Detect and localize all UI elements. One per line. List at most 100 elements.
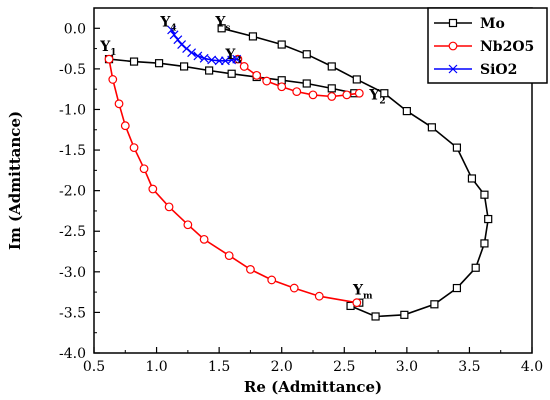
data-point (169, 30, 179, 40)
y-tick-label: -1.5 (59, 143, 86, 159)
y-tick-label: 0.0 (64, 21, 86, 37)
data-point (452, 283, 462, 293)
data-point (114, 99, 124, 109)
series-layer (104, 24, 493, 321)
annotation-label: Y3 (224, 47, 241, 66)
series-3 (233, 54, 364, 101)
data-point (327, 84, 336, 93)
legend-label: Nb2O5 (480, 39, 534, 55)
annotation-label: Ym (352, 283, 373, 302)
data-point (180, 62, 189, 71)
data-point (148, 184, 158, 194)
data-point (314, 291, 324, 301)
data-point (327, 92, 337, 101)
y-tick-label: -4.0 (59, 346, 86, 362)
data-point (224, 251, 234, 260)
data-point (205, 66, 214, 75)
data-point (402, 106, 411, 116)
annotation-label: Y2 (368, 88, 385, 107)
data-point (352, 298, 362, 308)
data-point (352, 75, 361, 84)
y-tick-label: -0.5 (59, 62, 86, 78)
x-axis-label: Re (Admittance) (244, 378, 382, 396)
x-tick-label: 3.0 (396, 359, 418, 375)
data-point (427, 123, 436, 132)
data-point (471, 263, 480, 272)
data-point (308, 90, 318, 100)
y-tick-label: -1.0 (59, 102, 86, 118)
data-point (239, 62, 249, 71)
y-axis-label: Im (Admittance) (6, 111, 24, 250)
legend-entry: SiO2 (434, 62, 517, 78)
data-point (480, 239, 489, 248)
annotation-label: Ys (214, 15, 230, 34)
data-point (452, 143, 462, 152)
data-point (183, 220, 193, 230)
data-point (327, 62, 336, 71)
x-tick-label: 3.5 (458, 359, 480, 375)
data-point (182, 44, 192, 54)
data-point (302, 50, 311, 59)
data-point (207, 55, 217, 65)
x-tick-label: 4.0 (521, 359, 543, 375)
data-point (354, 88, 364, 98)
data-point (177, 40, 187, 49)
y-tick-label: -3.5 (59, 305, 86, 321)
data-point (380, 89, 389, 98)
data-point (277, 40, 286, 49)
data-point (167, 25, 177, 35)
x-tick-label: 0.5 (83, 359, 105, 375)
data-point (217, 24, 226, 33)
data-point (277, 82, 287, 92)
data-point (267, 275, 277, 285)
legend-entry: Nb2O5 (434, 39, 534, 55)
legend: Mo Nb2O5 SiO2 (427, 7, 548, 84)
data-point (120, 121, 130, 131)
x-tick-label: 1.0 (145, 359, 167, 375)
y-tick-label: -2.0 (59, 184, 86, 200)
data-point (108, 75, 118, 84)
data-point (480, 190, 489, 199)
legend-label: Mo (480, 16, 505, 32)
x-tick-label: 1.5 (208, 359, 230, 375)
data-point (214, 56, 224, 66)
legend-marker (448, 41, 458, 51)
data-point (164, 202, 174, 212)
series-line (108, 58, 357, 304)
data-point (292, 87, 302, 97)
legend-marker (448, 64, 458, 74)
data-point (262, 76, 272, 86)
annotation-label: Y1 (99, 39, 116, 58)
legend-marker (448, 18, 458, 28)
data-point (342, 90, 352, 100)
data-point (430, 300, 439, 309)
legend-entry: Mo (434, 16, 505, 32)
data-point (246, 264, 255, 274)
series-0 (217, 24, 493, 321)
data-point (199, 53, 209, 63)
legend-label: SiO2 (480, 62, 517, 78)
annotation-label: Y4 (159, 15, 176, 34)
data-point (400, 310, 409, 319)
data-point (467, 174, 477, 183)
data-point (248, 32, 258, 41)
data-point (129, 57, 139, 66)
data-point (129, 143, 139, 153)
data-point (302, 79, 311, 88)
data-point (289, 283, 299, 293)
series-4 (167, 25, 242, 66)
data-point (371, 312, 380, 321)
y-tick-label: -2.5 (59, 224, 86, 240)
data-point (252, 70, 262, 80)
axis-ticks: 0.5 1.0 1.5 2.0 2.5 3.0 3.5 4.0 0.0 -0.5 -1.0 -1.5 -… (59, 7, 543, 375)
data-point (484, 214, 493, 224)
data-point (104, 54, 114, 64)
data-point (139, 164, 149, 174)
data-point (173, 35, 183, 45)
data-point (199, 234, 209, 244)
data-point (193, 51, 203, 61)
x-tick-label: 2.0 (271, 359, 293, 375)
x-tick-label: 2.5 (333, 359, 355, 375)
series-2 (104, 54, 362, 308)
